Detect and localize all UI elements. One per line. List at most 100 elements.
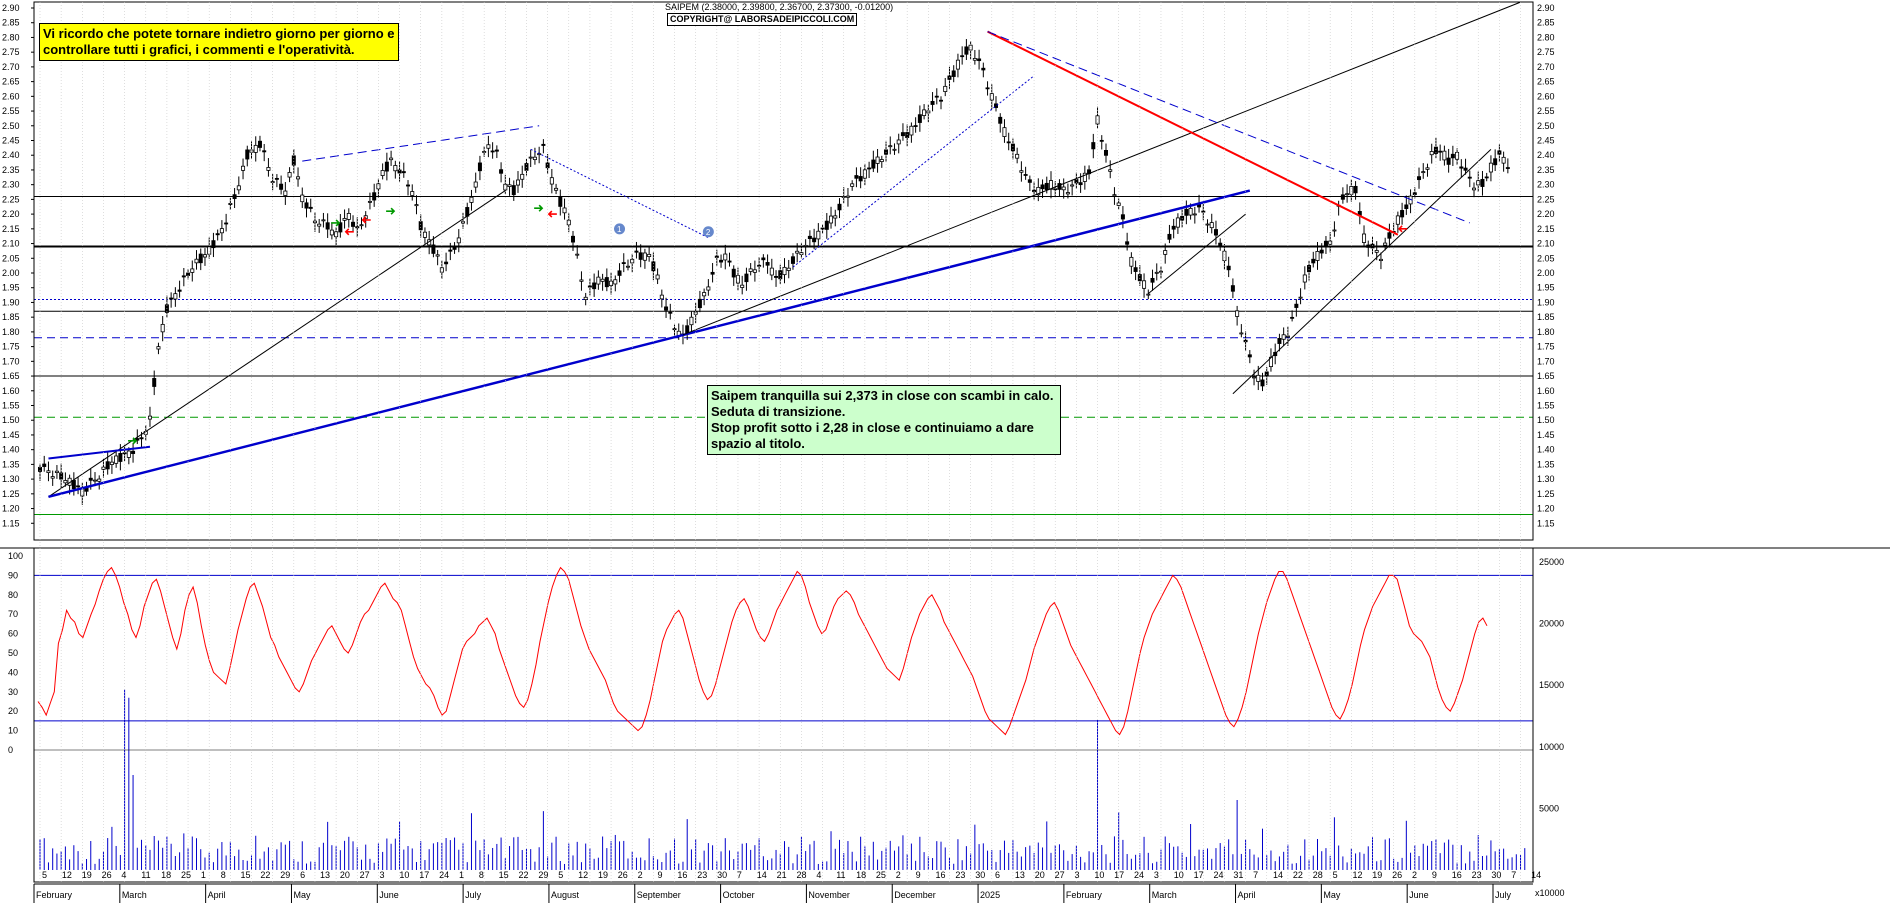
candle-body	[456, 237, 461, 244]
candle-body	[1480, 178, 1485, 187]
trendline	[682, 1, 1521, 336]
oscillator-line	[37, 566, 1488, 736]
candle-body	[1459, 166, 1464, 169]
candle-body	[875, 156, 880, 164]
y-tick-label-right: 2.00	[1537, 268, 1555, 278]
candle-body	[664, 306, 669, 311]
candle-body	[499, 169, 504, 174]
candle-body	[1006, 141, 1011, 144]
candle-body	[1260, 379, 1265, 387]
y-tick-label-left: 1.15	[2, 518, 20, 528]
candle-body	[1417, 176, 1422, 181]
candle-body	[1142, 280, 1147, 289]
y-tick-label-right: 1.50	[1537, 415, 1555, 425]
x-tick-month: June	[379, 890, 399, 900]
x-tick-month: March	[1152, 890, 1177, 900]
candle-body	[1116, 202, 1121, 206]
candle-body	[896, 139, 901, 145]
candle-body	[1442, 150, 1447, 161]
y-tick-label-left: 2.80	[2, 32, 20, 42]
volume-tick-label: 20000	[1539, 619, 1564, 629]
candle-body	[1108, 169, 1113, 172]
candle-body	[1040, 184, 1045, 190]
candle-body	[752, 269, 757, 273]
candle-body	[1387, 232, 1392, 239]
candle-body	[888, 145, 893, 148]
candle-body	[1205, 223, 1210, 226]
x-tick-day: 29	[538, 870, 548, 880]
y-tick-label-left: 1.25	[2, 489, 20, 499]
osc-tick-label: 60	[8, 629, 18, 639]
x-tick-day: 26	[102, 870, 112, 880]
x-tick-day: 25	[876, 870, 886, 880]
candle-body	[913, 125, 918, 127]
candle-body	[1366, 244, 1371, 248]
x-tick-day: 3	[1154, 870, 1159, 880]
x-tick-day: 14	[1531, 870, 1541, 880]
candle-body	[845, 195, 850, 198]
candle-body	[435, 254, 440, 257]
candle-body	[1061, 186, 1066, 191]
x-tick-day: 30	[1491, 870, 1501, 880]
candle-body	[516, 179, 521, 186]
candle-body	[97, 478, 102, 482]
candle-body	[575, 253, 580, 256]
candle-body	[816, 230, 821, 240]
y-tick-label-right: 2.55	[1537, 106, 1555, 116]
osc-tick-label: 80	[8, 590, 18, 600]
trendline	[987, 30, 1399, 236]
candle-body	[1400, 210, 1405, 218]
y-tick-label-right: 2.10	[1537, 239, 1555, 249]
candle-body	[88, 477, 93, 481]
y-tick-label-right: 1.30	[1537, 474, 1555, 484]
x-tick-day: 18	[161, 870, 171, 880]
candle-body	[1023, 174, 1028, 176]
osc-tick-label: 100	[8, 551, 23, 561]
candle-body	[871, 159, 876, 169]
candle-body	[549, 177, 554, 185]
candle-body	[1493, 158, 1498, 166]
candle-body	[1311, 258, 1316, 264]
y-tick-label-right: 1.70	[1537, 356, 1555, 366]
y-tick-label-left: 2.70	[2, 62, 20, 72]
candle-body	[790, 256, 795, 264]
y-tick-label-right: 1.55	[1537, 401, 1555, 411]
candle-body	[659, 294, 664, 300]
marker-label: 2	[706, 228, 711, 237]
y-tick-label-left: 1.30	[2, 474, 20, 484]
y-tick-label-right: 2.85	[1537, 18, 1555, 28]
x-tick-month: December	[894, 890, 936, 900]
candle-body	[520, 173, 525, 180]
candle-body	[160, 323, 165, 333]
y-tick-label-left: 1.60	[2, 386, 20, 396]
candle-body	[367, 200, 372, 203]
candle-body	[1125, 241, 1130, 245]
candle-body	[744, 273, 749, 283]
candle-body	[579, 279, 584, 282]
candle-body	[414, 204, 419, 207]
candle-body	[1171, 225, 1176, 230]
x-tick-day: 2	[1412, 870, 1417, 880]
x-tick-month: March	[122, 890, 147, 900]
candle-body	[782, 266, 787, 276]
candle-body	[909, 125, 914, 136]
candle-body	[998, 116, 1003, 124]
candle-body	[1010, 143, 1015, 152]
volume-tick-label: 15000	[1539, 680, 1564, 690]
x-tick-day: 8	[479, 870, 484, 880]
x-tick-day: 3	[380, 870, 385, 880]
trendline	[987, 31, 1470, 224]
candle-body	[812, 237, 817, 243]
y-tick-label-right: 2.20	[1537, 209, 1555, 219]
candle-body	[532, 156, 537, 161]
candle-body	[528, 156, 533, 159]
x-tick-day: 23	[1472, 870, 1482, 880]
candle-body	[406, 184, 411, 187]
x-tick-day: 21	[777, 870, 787, 880]
x-tick-day: 4	[121, 870, 126, 880]
candle-body	[431, 244, 436, 254]
y-tick-label-right: 1.80	[1537, 327, 1555, 337]
trendline	[48, 189, 1251, 498]
candle-body	[765, 262, 770, 266]
